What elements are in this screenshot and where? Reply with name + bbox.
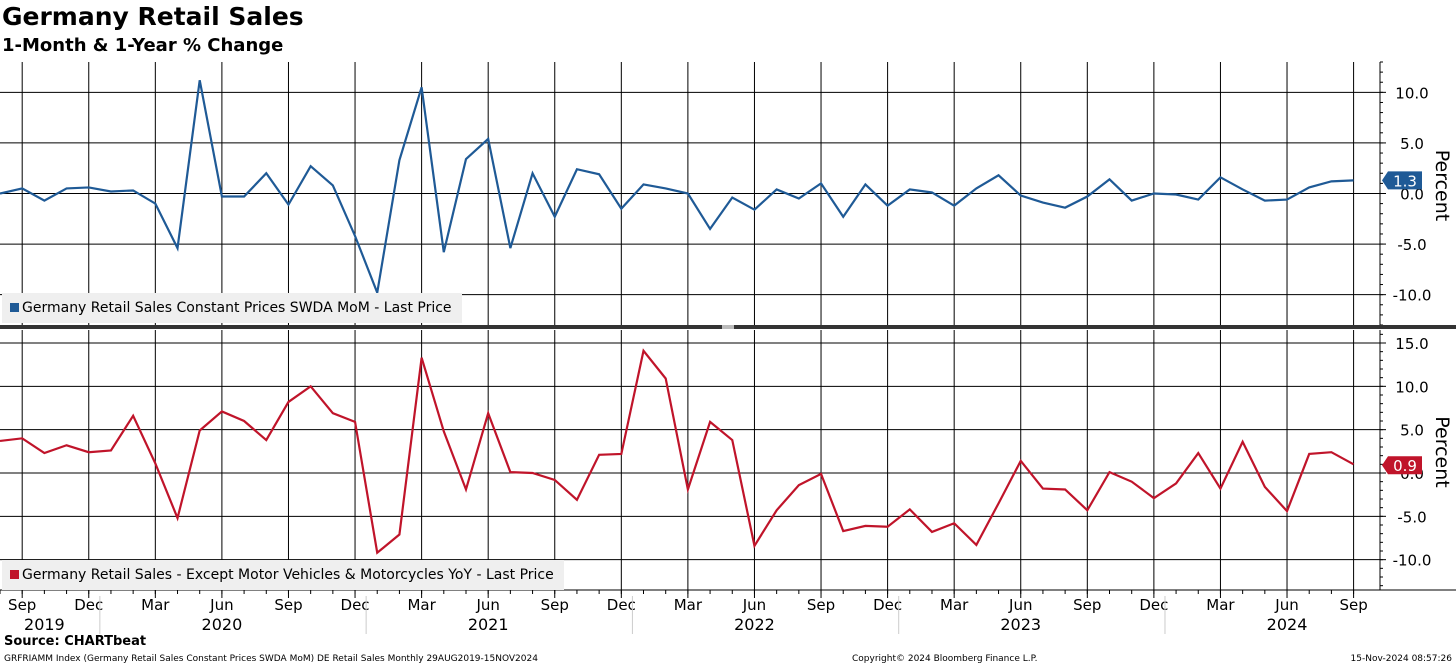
year-label-2024: 2024	[1267, 615, 1308, 634]
ytick-label-mom-4: -10.0	[1393, 287, 1432, 305]
year-label-2023: 2023	[1000, 615, 1041, 634]
xtick-label-16: Sep	[1073, 596, 1101, 614]
ytick-label-yoy-5: -10.0	[1393, 552, 1432, 570]
xtick-label-2: Mar	[141, 596, 170, 614]
xtick-label-7: Jun	[475, 596, 499, 614]
xtick-label-13: Dec	[873, 596, 902, 614]
xtick-label-12: Sep	[807, 596, 835, 614]
ytick-label-mom-3: -5.0	[1397, 236, 1426, 254]
year-label-2019: 2019	[24, 615, 65, 634]
panel-separator-handle	[722, 325, 734, 329]
legend-label-mom: Germany Retail Sales Constant Prices SWD…	[22, 300, 452, 316]
year-label-2022: 2022	[734, 615, 775, 634]
xtick-label-20: Sep	[1339, 596, 1367, 614]
xtick-label-0: Sep	[8, 596, 36, 614]
xtick-label-10: Mar	[674, 596, 703, 614]
xtick-label-3: Jun	[209, 596, 233, 614]
chart-subtitle: 1-Month & 1-Year % Change	[2, 35, 284, 56]
last-value-tag-yoy	[1382, 456, 1422, 475]
index-info: GRFRIAMM Index (Germany Retail Sales Con…	[4, 654, 538, 664]
last-value-label-yoy: 0.9	[1393, 457, 1417, 475]
xtick-label-1: Dec	[74, 596, 103, 614]
ytick-label-mom-1: 5.0	[1400, 135, 1424, 153]
last-value-tag-mom	[1382, 171, 1422, 190]
legend-swatch-yoy	[10, 570, 19, 579]
xtick-label-4: Sep	[274, 596, 302, 614]
copyright: Copyright© 2024 Bloomberg Finance L.P.	[852, 654, 1038, 664]
series-line-yoy	[0, 348, 1355, 555]
xtick-label-6: Mar	[407, 596, 436, 614]
ytick-label-yoy-2: 5.0	[1400, 422, 1424, 440]
year-label-2020: 2020	[202, 615, 243, 634]
xtick-label-19: Jun	[1274, 596, 1298, 614]
xtick-label-17: Dec	[1139, 596, 1168, 614]
xtick-label-8: Sep	[541, 596, 569, 614]
legend-yoy: Germany Retail Sales - Except Motor Vehi…	[2, 560, 564, 590]
xtick-label-18: Mar	[1206, 596, 1235, 614]
chart-title: Germany Retail Sales	[2, 2, 304, 31]
ylabel-yoy: Percent	[1431, 416, 1453, 488]
legend-label-yoy: Germany Retail Sales - Except Motor Vehi…	[22, 567, 554, 583]
ytick-label-mom-0: 10.0	[1395, 84, 1428, 102]
xtick-label-11: Jun	[742, 596, 766, 614]
ylabel-mom: Percent	[1431, 150, 1453, 222]
last-value-label-mom: 1.3	[1393, 172, 1417, 190]
year-label-2021: 2021	[468, 615, 509, 634]
ytick-label-yoy-0: 15.0	[1395, 335, 1428, 353]
timestamp: 15-Nov-2024 08:57:26	[1350, 654, 1452, 664]
legend-swatch-mom	[10, 303, 19, 312]
source-note: Source: CHARTbeat	[4, 634, 147, 649]
xtick-label-14: Mar	[940, 596, 969, 614]
ytick-label-yoy-1: 10.0	[1395, 378, 1428, 396]
series-line-mom	[0, 80, 1354, 297]
legend-mom: Germany Retail Sales Constant Prices SWD…	[2, 293, 462, 323]
ytick-label-yoy-4: -5.0	[1397, 508, 1426, 526]
ytick-label-mom-2: 0.0	[1400, 186, 1424, 204]
xtick-label-5: Dec	[341, 596, 370, 614]
xtick-label-9: Dec	[607, 596, 636, 614]
xtick-label-15: Jun	[1008, 596, 1032, 614]
